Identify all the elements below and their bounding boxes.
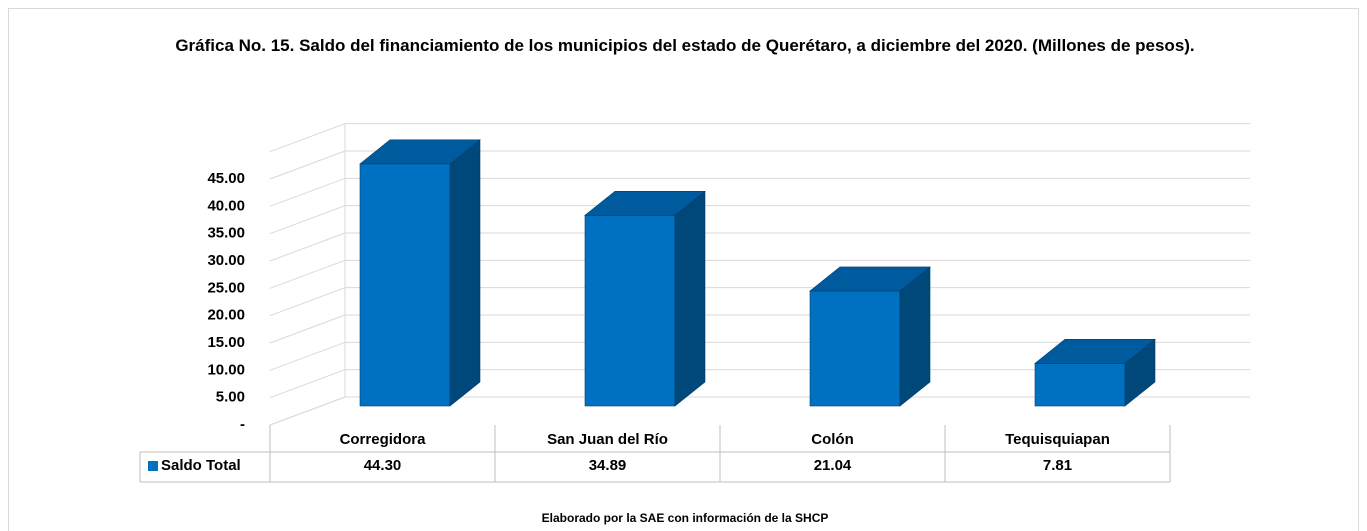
legend-label: Saldo Total [161,457,241,474]
bar-side [674,190,706,407]
bar-top [359,139,481,165]
bar [359,163,451,407]
y-tick-label: 30.00 [207,252,245,269]
bar-top [584,190,706,216]
chart-frame [8,8,1359,531]
y-tick-label: 25.00 [207,279,245,296]
y-tick-label: - [240,416,245,433]
grid-line [269,177,1250,207]
grid-line [269,232,1250,262]
bar [584,214,676,407]
y-tick-label: 40.00 [207,197,245,214]
y-tick-label: 5.00 [216,389,245,406]
grid-line [269,150,1250,180]
grid-line [269,341,1250,371]
bar-top [1034,339,1156,364]
value-label: 34.89 [589,457,627,474]
legend-swatch [148,461,158,471]
grid-line [269,205,1250,235]
grid-line [269,123,1250,153]
value-label: 7.81 [1043,457,1072,474]
bar-top [809,266,931,292]
y-tick-label: 15.00 [207,334,245,351]
y-tick-label: 45.00 [207,170,245,187]
bar-side [449,139,481,407]
grid-line [269,369,1250,399]
x-tick-label: San Juan del Río [547,431,668,448]
y-tick-label: 20.00 [207,307,245,324]
x-tick-label: Colón [811,431,854,448]
bar-side [899,266,931,407]
chart-title: Gráfica No. 15. Saldo del financiamiento… [175,36,1195,55]
y-tick-label: 10.00 [207,361,245,378]
y-tick-label: 35.00 [207,225,245,242]
bar [1034,363,1126,407]
x-tick-label: Tequisquiapan [1005,431,1110,448]
grid-line [269,314,1250,344]
grid-line [269,287,1250,317]
value-label: 21.04 [814,457,852,474]
grid-line [269,396,1250,426]
source-note: Elaborado por la SAE con información de … [542,511,829,525]
value-label: 44.30 [364,457,402,474]
grid-line [269,259,1250,289]
x-tick-label: Corregidora [340,431,427,448]
bar [809,290,901,407]
